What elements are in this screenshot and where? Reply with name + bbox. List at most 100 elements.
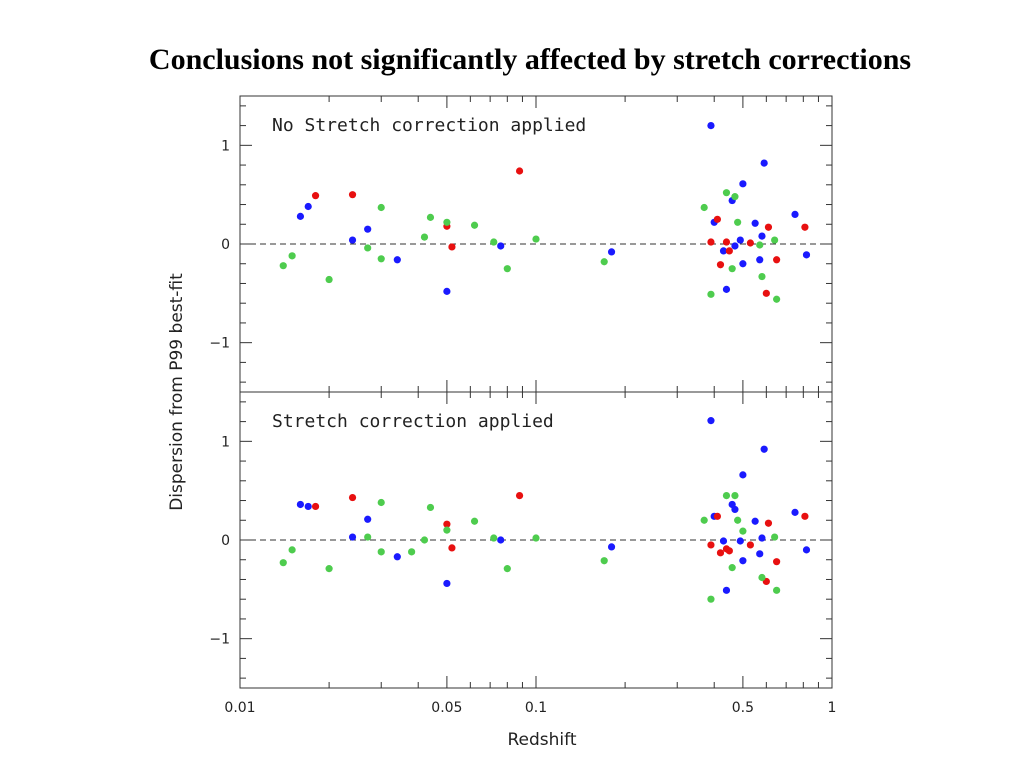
- data-point: [713, 512, 721, 520]
- page-title: Conclusions not significantly affected b…: [148, 43, 912, 76]
- data-point: [600, 557, 608, 565]
- data-point: [773, 586, 781, 594]
- data-point: [377, 255, 385, 263]
- x-tick-label: 0.5: [732, 700, 754, 716]
- data-point: [725, 547, 733, 555]
- data-point: [348, 236, 357, 244]
- data-point: [722, 492, 731, 500]
- data-point: [760, 445, 768, 453]
- data-point: [497, 242, 505, 250]
- data-point: [722, 189, 731, 197]
- data-point: [607, 248, 616, 256]
- data-point: [490, 534, 498, 542]
- y-tick-label: −1: [209, 336, 230, 352]
- x-tick-label: 1: [828, 700, 837, 716]
- data-point: [716, 261, 725, 269]
- data-point: [296, 500, 305, 509]
- scatter-panel-1: 1 0 −1 No Stretch correction applied: [209, 95, 833, 393]
- data-point: [760, 159, 768, 167]
- data-point: [377, 548, 385, 556]
- data-point: [607, 543, 616, 551]
- data-point: [756, 550, 764, 558]
- data-point: [503, 565, 511, 573]
- data-point: [758, 272, 766, 281]
- data-point: [348, 493, 357, 502]
- data-point: [443, 579, 451, 588]
- data-point: [348, 533, 357, 541]
- data-point: [325, 565, 333, 573]
- data-point: [728, 265, 736, 273]
- y-tick-label: −1: [209, 632, 230, 648]
- data-point: [719, 537, 728, 545]
- data-point: [773, 558, 781, 566]
- data-point: [364, 533, 372, 541]
- data-point: [731, 242, 739, 250]
- data-point: [707, 595, 715, 603]
- data-point: [448, 544, 456, 552]
- data-point: [802, 251, 811, 259]
- data-point: [739, 260, 747, 268]
- data-point: [771, 533, 779, 541]
- data-point: [296, 212, 305, 220]
- data-point: [719, 247, 728, 255]
- data-point: [707, 290, 715, 298]
- data-point: [773, 256, 781, 264]
- data-point: [311, 192, 320, 200]
- data-point: [736, 537, 744, 545]
- data-point: [470, 517, 479, 525]
- data-point: [707, 122, 715, 130]
- y-axis-label: Dispersion from P99 best-fit: [167, 273, 187, 511]
- data-point: [725, 247, 733, 255]
- data-point: [311, 502, 320, 511]
- data-point: [791, 508, 799, 516]
- data-point: [279, 559, 287, 567]
- data-point: [713, 215, 721, 223]
- data-point: [420, 233, 429, 241]
- y-tick-label: 0: [221, 533, 230, 549]
- data-point: [731, 505, 739, 514]
- data-point: [288, 546, 296, 554]
- data-point: [731, 492, 739, 500]
- data-point: [364, 225, 372, 233]
- data-point: [426, 213, 435, 221]
- data-point: [707, 417, 715, 425]
- data-point: [377, 203, 385, 212]
- data-point: [722, 586, 731, 594]
- data-point: [443, 218, 451, 226]
- data-point: [700, 203, 708, 212]
- data-point: [393, 553, 401, 561]
- data-point: [739, 557, 747, 565]
- data-point: [758, 573, 766, 582]
- data-point: [443, 526, 451, 534]
- data-point: [707, 238, 715, 246]
- data-point: [764, 223, 773, 231]
- data-point: [716, 549, 725, 557]
- data-point: [408, 548, 416, 556]
- data-point: [728, 564, 736, 572]
- data-point: [734, 218, 742, 226]
- data-point: [731, 193, 739, 201]
- data-point: [773, 295, 781, 303]
- data-point: [304, 202, 312, 211]
- data-point: [722, 238, 731, 246]
- data-point: [377, 498, 385, 507]
- data-point: [756, 241, 764, 249]
- data-point: [707, 541, 715, 549]
- data-point: [532, 235, 540, 243]
- panel-label: Stretch correction applied: [272, 411, 554, 432]
- data-point: [279, 262, 287, 270]
- data-point: [443, 520, 451, 528]
- y-tick-label: 1: [221, 434, 230, 450]
- data-point: [364, 244, 372, 252]
- data-point: [515, 167, 524, 175]
- data-point: [758, 232, 766, 240]
- x-axis-label: Redshift: [507, 730, 576, 750]
- data-point: [739, 527, 747, 535]
- data-point: [348, 191, 357, 199]
- data-point: [764, 519, 773, 527]
- data-point: [515, 492, 524, 500]
- data-point: [746, 239, 754, 247]
- data-point: [762, 289, 770, 297]
- data-point: [801, 512, 809, 520]
- data-point: [364, 515, 372, 523]
